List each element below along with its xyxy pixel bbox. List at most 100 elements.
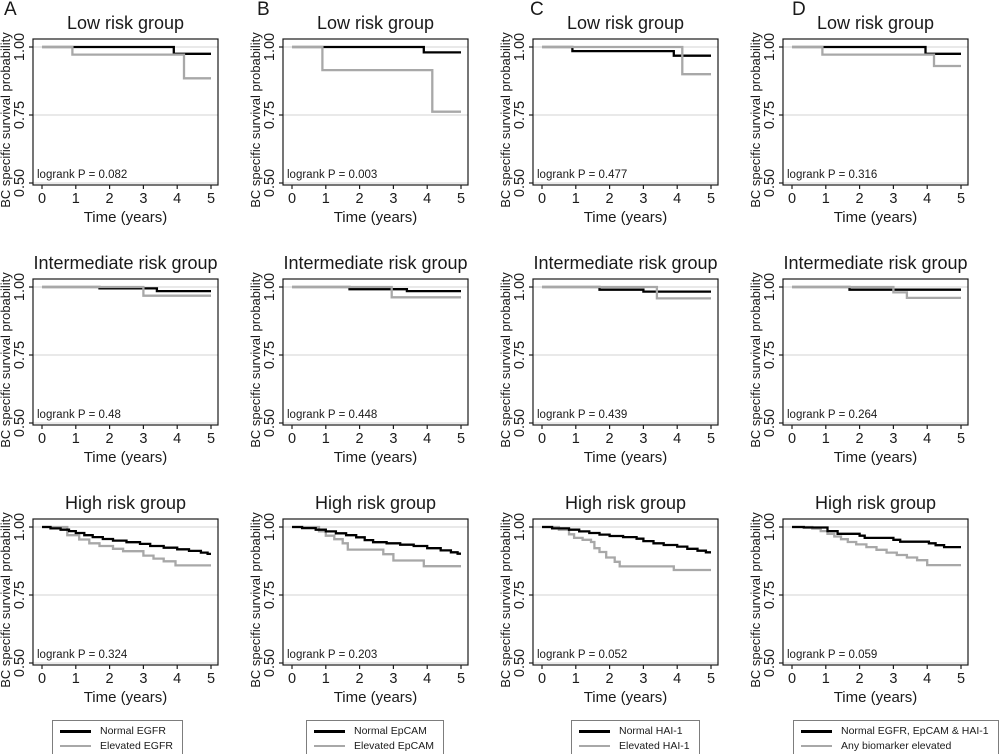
y-tick-label: 0.50 — [262, 409, 278, 437]
x-tick-label: 3 — [139, 671, 147, 687]
panel-letter-a: A — [4, 0, 17, 20]
y-tick-label: 0.75 — [762, 581, 778, 609]
x-tick-label: 1 — [322, 191, 330, 207]
survival-curve-elevated — [542, 285, 711, 300]
elevated-line-icon — [60, 745, 91, 747]
y-tick-label: 0.75 — [12, 581, 28, 609]
x-tick-label: 2 — [106, 431, 114, 447]
panel-title: High risk group — [65, 493, 186, 513]
x-tick-label: 4 — [173, 191, 181, 207]
km-panel-A-row0: Low risk group 0 1 2 3 4 5 1.00 0.75 0.50 Time (ye… — [0, 13, 219, 226]
x-tick-label: 0 — [538, 671, 546, 687]
y-tick-label: 1.00 — [762, 273, 778, 301]
legend-label: Normal HAI-1 — [619, 725, 683, 737]
y-tick-label: 0.75 — [262, 341, 278, 369]
y-tick-label: 0.50 — [512, 409, 528, 437]
x-tick-label: 5 — [707, 191, 715, 207]
logrank-p-value: logrank P = 0.477 — [537, 169, 627, 181]
logrank-p-value: logrank P = 0.052 — [537, 649, 627, 661]
survival-curve-normal — [292, 45, 461, 54]
plot-border — [532, 38, 719, 186]
x-tick-label: 2 — [856, 431, 864, 447]
x-axis-label: Time (years) — [84, 449, 168, 466]
x-tick-label: 1 — [572, 431, 580, 447]
plot-border — [782, 518, 969, 666]
y-tick-label: 0.75 — [262, 101, 278, 129]
y-tick-label: 0.50 — [762, 649, 778, 677]
x-tick-label: 5 — [957, 431, 965, 447]
logrank-p-value: logrank P = 0.316 — [787, 169, 877, 181]
y-axis-label: BC specific survival probability — [250, 512, 263, 688]
x-axis-label: Time (years) — [584, 209, 668, 226]
x-tick-label: 3 — [389, 671, 397, 687]
x-tick-label: 4 — [423, 431, 431, 447]
y-axis-label: BC specific survival probability — [750, 32, 763, 208]
x-tick-label: 1 — [822, 191, 830, 207]
km-panel-B-row2: High risk group 0 1 2 3 4 5 1.00 0.75 0.50 Time (y… — [250, 493, 469, 706]
x-tick-label: 4 — [423, 671, 431, 687]
survival-curve-elevated — [792, 45, 961, 68]
legend-label: Elevated EpCAM — [354, 740, 434, 752]
logrank-p-value: logrank P = 0.448 — [287, 409, 377, 421]
x-axis-label: Time (years) — [84, 209, 168, 226]
plot-border — [282, 518, 469, 666]
legend-B: Normal EpCAM Elevated EpCAM — [306, 720, 444, 754]
y-tick-label: 1.00 — [512, 33, 528, 61]
x-tick-label: 3 — [889, 671, 897, 687]
y-axis-label: BC specific survival probability — [750, 512, 763, 688]
x-axis-label: Time (years) — [834, 689, 918, 706]
y-tick-label: 0.75 — [512, 581, 528, 609]
normal-line-icon — [314, 729, 345, 733]
x-tick-label: 3 — [639, 431, 647, 447]
x-tick-label: 3 — [139, 191, 147, 207]
panel-title: High risk group — [815, 493, 936, 513]
legend-entry: Normal EGFR — [60, 725, 173, 737]
x-tick-label: 0 — [288, 671, 296, 687]
y-tick-label: 1.00 — [12, 273, 28, 301]
km-panel-D-row2: High risk group 0 1 2 3 4 5 1.00 0.75 0.50 Time (y… — [750, 493, 969, 706]
legend-entry: Elevated HAI-1 — [579, 740, 690, 752]
x-tick-label: 3 — [639, 191, 647, 207]
x-tick-label: 1 — [72, 431, 80, 447]
x-tick-label: 3 — [639, 671, 647, 687]
survival-curve-elevated — [292, 525, 461, 568]
x-axis-label: Time (years) — [834, 209, 918, 226]
x-axis-label: Time (years) — [84, 689, 168, 706]
legend-entry: Elevated EGFR — [60, 740, 173, 752]
panel-title: Low risk group — [817, 13, 934, 33]
x-tick-label: 5 — [207, 191, 215, 207]
y-tick-label: 0.50 — [512, 649, 528, 677]
y-tick-label: 0.50 — [762, 409, 778, 437]
x-tick-label: 4 — [673, 191, 681, 207]
x-tick-label: 1 — [822, 671, 830, 687]
legend-D: Normal EGFR, EpCAM & HAI-1 Any biomarker … — [793, 720, 999, 754]
x-tick-label: 1 — [822, 431, 830, 447]
y-axis-label: BC specific survival probability — [250, 272, 263, 448]
survival-curve-elevated — [42, 45, 211, 80]
elevated-line-icon — [801, 745, 832, 747]
x-tick-label: 5 — [957, 191, 965, 207]
km-panel-A-row2: High risk group 0 1 2 3 4 5 1.00 0.75 0.50 Time (y… — [0, 493, 219, 706]
y-tick-label: 0.50 — [12, 409, 28, 437]
legend-entry: Normal EGFR, EpCAM & HAI-1 — [801, 725, 989, 737]
km-panel-D-row1: Intermediate risk group 0 1 2 3 4 5 1.00 0.75 0.5… — [750, 253, 969, 466]
plot-border — [532, 278, 719, 426]
plot-border — [32, 38, 219, 186]
legend-label: Normal EGFR — [100, 725, 166, 737]
x-tick-label: 4 — [923, 191, 931, 207]
survival-curve-normal — [42, 525, 211, 556]
x-axis-label: Time (years) — [834, 449, 918, 466]
panel-title: Intermediate risk group — [533, 253, 717, 273]
y-tick-label: 0.75 — [762, 101, 778, 129]
y-tick-label: 0.75 — [12, 341, 28, 369]
x-tick-label: 2 — [606, 191, 614, 207]
panel-title: High risk group — [315, 493, 436, 513]
logrank-p-value: logrank P = 0.203 — [287, 649, 377, 661]
y-tick-label: 0.50 — [512, 169, 528, 197]
survival-curve-elevated — [42, 525, 211, 567]
y-tick-label: 0.50 — [262, 649, 278, 677]
x-tick-label: 4 — [673, 671, 681, 687]
x-tick-label: 4 — [173, 431, 181, 447]
x-tick-label: 0 — [788, 191, 796, 207]
logrank-p-value: logrank P = 0.439 — [537, 409, 627, 421]
